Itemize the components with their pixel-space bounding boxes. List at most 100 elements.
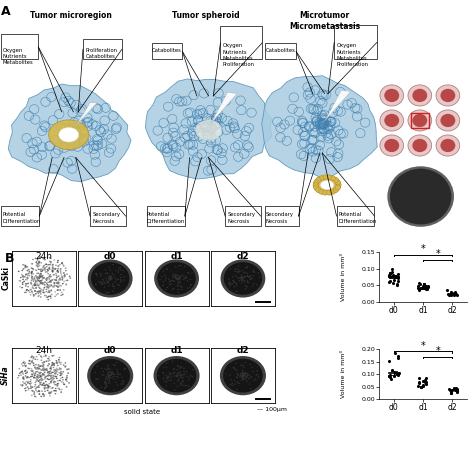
Circle shape [178, 292, 179, 293]
Circle shape [25, 274, 27, 275]
Circle shape [41, 370, 42, 371]
Circle shape [52, 264, 54, 266]
Circle shape [34, 279, 36, 281]
Point [423, 283, 431, 291]
Circle shape [25, 373, 27, 374]
Circle shape [40, 281, 42, 283]
Circle shape [64, 276, 65, 278]
Circle shape [109, 276, 110, 277]
Circle shape [50, 276, 51, 277]
Circle shape [54, 259, 55, 261]
Circle shape [241, 274, 242, 276]
Circle shape [120, 383, 121, 384]
Circle shape [40, 369, 42, 370]
Circle shape [31, 360, 33, 362]
Circle shape [45, 369, 46, 371]
Circle shape [44, 372, 46, 373]
Circle shape [40, 359, 42, 361]
Circle shape [245, 378, 246, 379]
Circle shape [35, 287, 37, 289]
Circle shape [48, 292, 50, 293]
Circle shape [68, 382, 70, 383]
Circle shape [36, 281, 38, 282]
Circle shape [119, 374, 121, 375]
Circle shape [245, 272, 246, 273]
Circle shape [37, 374, 39, 376]
Circle shape [22, 372, 24, 374]
Circle shape [34, 358, 36, 360]
Circle shape [27, 277, 28, 278]
Circle shape [173, 372, 174, 374]
Circle shape [173, 369, 175, 371]
Circle shape [44, 282, 45, 283]
Circle shape [169, 281, 170, 283]
Circle shape [52, 374, 54, 376]
Circle shape [47, 379, 49, 380]
Circle shape [96, 275, 98, 276]
Circle shape [47, 360, 49, 362]
Circle shape [63, 289, 64, 291]
Point [386, 278, 394, 285]
Text: CaSki: CaSki [1, 266, 10, 291]
Circle shape [50, 366, 52, 368]
Circle shape [31, 356, 33, 357]
Circle shape [51, 365, 53, 366]
Circle shape [239, 277, 241, 278]
Circle shape [42, 283, 43, 284]
Circle shape [52, 285, 54, 287]
Circle shape [27, 277, 28, 279]
Circle shape [34, 285, 36, 286]
Circle shape [37, 276, 39, 278]
Circle shape [53, 369, 55, 371]
Circle shape [336, 182, 341, 188]
Point [386, 371, 394, 378]
Circle shape [45, 355, 47, 357]
Circle shape [319, 176, 324, 181]
Circle shape [241, 282, 243, 283]
Circle shape [36, 380, 38, 382]
Point [447, 386, 454, 394]
Point [419, 377, 427, 385]
Point [415, 379, 423, 386]
Circle shape [58, 279, 60, 281]
Point [391, 373, 398, 380]
Circle shape [53, 274, 54, 276]
Circle shape [61, 262, 63, 264]
Circle shape [45, 279, 47, 280]
Circle shape [96, 274, 97, 275]
Circle shape [246, 373, 248, 374]
Circle shape [57, 269, 59, 271]
Circle shape [55, 376, 57, 378]
Circle shape [48, 291, 50, 292]
Point [452, 290, 459, 298]
Circle shape [223, 359, 263, 392]
Circle shape [25, 390, 27, 392]
Circle shape [42, 369, 44, 371]
Circle shape [60, 373, 62, 374]
Circle shape [30, 368, 32, 369]
Circle shape [25, 384, 27, 386]
Circle shape [109, 278, 110, 279]
Circle shape [39, 277, 41, 278]
Circle shape [48, 358, 50, 360]
Circle shape [44, 388, 46, 390]
Point [394, 354, 401, 362]
Point [451, 291, 458, 298]
Circle shape [167, 376, 169, 377]
Point [392, 272, 399, 280]
Circle shape [42, 365, 44, 367]
Circle shape [186, 280, 188, 281]
Circle shape [241, 380, 242, 381]
Circle shape [46, 370, 48, 371]
Circle shape [240, 278, 241, 280]
Circle shape [31, 356, 33, 357]
Circle shape [243, 277, 245, 278]
Circle shape [40, 274, 42, 276]
Circle shape [182, 374, 183, 375]
Circle shape [181, 383, 182, 384]
Circle shape [232, 283, 233, 284]
Circle shape [24, 363, 26, 365]
Circle shape [230, 379, 232, 380]
Circle shape [231, 385, 233, 386]
Circle shape [246, 380, 247, 382]
